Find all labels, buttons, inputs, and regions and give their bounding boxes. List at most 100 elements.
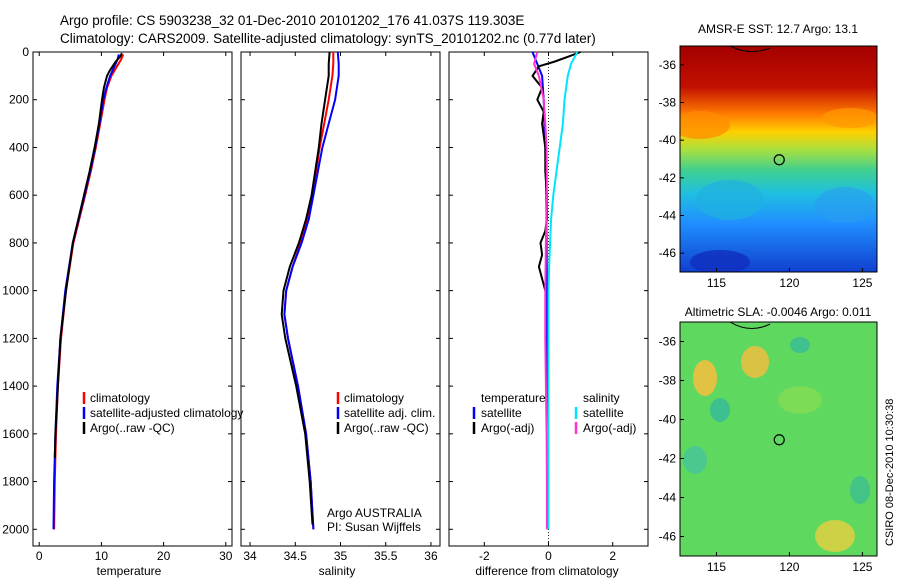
argo-float-marker bbox=[773, 154, 785, 166]
legend-label-argo: Argo(..raw -QC) bbox=[90, 421, 175, 435]
x-tick-label: 2 bbox=[609, 549, 616, 563]
y-tick-label: -42 bbox=[659, 452, 677, 466]
difference-axis-label: difference from climatology bbox=[475, 564, 618, 578]
sla-map-ticks: 115 120 125 -36 -38 -40 -42 -44 -46 bbox=[659, 335, 873, 575]
sla-low-patch bbox=[850, 476, 870, 504]
sla-high-patch bbox=[693, 360, 717, 396]
sla-high-patch bbox=[815, 520, 855, 552]
salinity-axis-label: salinity bbox=[319, 564, 356, 578]
y-tick-label: -38 bbox=[659, 96, 677, 110]
salinity-profiles bbox=[280, 51, 340, 530]
x-tick-label: 20 bbox=[157, 549, 171, 563]
series-line-argo-raw-qc- bbox=[53, 52, 123, 458]
sla-coast-contour bbox=[729, 322, 771, 329]
x-tick-label: 35 bbox=[334, 549, 348, 563]
sla-low-patch bbox=[790, 337, 810, 353]
legend-header-temperature: temperature bbox=[481, 391, 546, 405]
sst-field bbox=[680, 46, 877, 272]
series-line-salinity-satellite bbox=[547, 51, 579, 530]
x-tick-label: 115 bbox=[707, 276, 726, 290]
argo-float-marker bbox=[773, 434, 785, 446]
y-tick-label: 1600 bbox=[2, 427, 29, 441]
difference-axis-ticks: -2 0 2 bbox=[449, 51, 648, 563]
sla-map-frame bbox=[679, 321, 878, 557]
y-tick-label: -44 bbox=[659, 491, 677, 505]
y-tick-label: 600 bbox=[9, 188, 29, 202]
sla-map-title: Altimetric SLA: -0.0046 Argo: 0.011 bbox=[685, 305, 872, 319]
sla-low-patch bbox=[710, 398, 730, 422]
difference-profiles bbox=[531, 51, 581, 530]
sst-cool-patch bbox=[696, 180, 764, 220]
series-line-temperature-argo-adj- bbox=[531, 51, 581, 291]
x-tick-label: 30 bbox=[219, 549, 233, 563]
temperature-legend: climatology satellite-adjusted climatolo… bbox=[82, 391, 243, 435]
temperature-plot-frame bbox=[32, 51, 233, 547]
temperature-axis-ticks: 0 10 20 30 0 200 400 600 800 1000 1200 1400 1600 1800… bbox=[2, 45, 232, 563]
x-tick-label: 125 bbox=[852, 560, 872, 574]
figure-title-line2: Climatology: CARS2009. Satellite-adjuste… bbox=[60, 31, 596, 46]
salinity-plot-frame bbox=[240, 51, 441, 547]
y-tick-label: 1200 bbox=[2, 331, 29, 345]
y-tick-label: -46 bbox=[659, 530, 677, 544]
sst-heatmap bbox=[680, 46, 877, 272]
sst-cold-patch bbox=[690, 250, 750, 272]
x-tick-label: -2 bbox=[479, 549, 490, 563]
x-tick-label: 120 bbox=[779, 276, 799, 290]
series-line-satellite-adj-clim- bbox=[283, 51, 340, 530]
y-tick-label: 200 bbox=[9, 93, 29, 107]
sst-map-ticks: 115 120 125 -36 -38 -40 -42 -44 -46 bbox=[659, 58, 873, 290]
y-tick-label: -36 bbox=[659, 335, 677, 349]
sla-high-patch bbox=[741, 346, 769, 378]
figure-title-line1: Argo profile: CS 5903238_32 01-Dec-2010 … bbox=[60, 13, 524, 28]
legend-header-salinity: salinity bbox=[583, 391, 620, 405]
argo-program-label: Argo AUSTRALIA bbox=[327, 506, 422, 520]
legend-label-temperature-satellite: satellite bbox=[481, 406, 522, 420]
temperature-axis-label: temperature bbox=[97, 564, 162, 578]
y-tick-label: -44 bbox=[659, 209, 677, 223]
sla-low-patch bbox=[683, 446, 707, 474]
y-tick-label: 0 bbox=[22, 45, 29, 59]
timestamp-side-label: CSIRO 08-Dec-2010 10:30:38 bbox=[884, 399, 896, 546]
x-tick-label: 115 bbox=[707, 560, 726, 574]
sla-mid-patch bbox=[778, 386, 822, 414]
y-tick-label: 1000 bbox=[2, 284, 29, 298]
legend-label-climatology: climatology bbox=[344, 391, 404, 405]
y-tick-label: -36 bbox=[659, 58, 677, 72]
sla-heatmap bbox=[680, 322, 877, 556]
pi-name-label: PI: Susan Wijffels bbox=[327, 520, 421, 534]
x-tick-label: 0 bbox=[36, 549, 43, 563]
legend-label-satellite: satellite adj. clim. bbox=[344, 406, 435, 420]
series-line-satellite-adjusted-climatology bbox=[52, 54, 120, 530]
y-tick-label: 800 bbox=[9, 236, 29, 250]
sla-field bbox=[680, 322, 877, 556]
x-tick-label: 36 bbox=[424, 549, 438, 563]
x-tick-label: 0 bbox=[545, 549, 552, 563]
sst-warm-patch bbox=[680, 111, 730, 139]
legend-label-salinity-satellite: satellite bbox=[583, 406, 624, 420]
sst-map-title: AMSR-E SST: 12.7 Argo: 13.1 bbox=[698, 22, 858, 36]
sst-warm-patch bbox=[822, 108, 877, 128]
legend-label-climatology: climatology bbox=[90, 391, 150, 405]
series-line-salinity-argo-adj- bbox=[533, 51, 548, 530]
sst-coast-contour bbox=[729, 46, 771, 52]
x-tick-label: 10 bbox=[95, 549, 109, 563]
series-line-argo-raw-qc- bbox=[280, 51, 331, 525]
y-tick-label: 400 bbox=[9, 140, 29, 154]
y-tick-label: -40 bbox=[659, 133, 677, 147]
difference-legend: temperature salinity satellite Argo(-adj… bbox=[472, 391, 636, 435]
y-tick-label: 1400 bbox=[2, 379, 29, 393]
y-tick-label: 2000 bbox=[2, 522, 29, 536]
salinity-legend: climatology satellite adj. clim. Argo(..… bbox=[336, 391, 435, 435]
y-tick-label: 1800 bbox=[2, 475, 29, 489]
x-tick-label: 34.5 bbox=[284, 549, 308, 563]
sst-map-frame bbox=[679, 45, 878, 273]
legend-label-salinity-argo: Argo(-adj) bbox=[583, 421, 636, 435]
salinity-axis-ticks: 34 34.5 35 35.5 36 bbox=[241, 51, 440, 563]
x-tick-label: 120 bbox=[779, 560, 799, 574]
temperature-profiles bbox=[52, 52, 125, 530]
sst-cool-patch bbox=[815, 187, 875, 223]
y-tick-label: -46 bbox=[659, 246, 677, 260]
x-tick-label: 125 bbox=[852, 276, 872, 290]
legend-label-temperature-argo: Argo(-adj) bbox=[481, 421, 534, 435]
